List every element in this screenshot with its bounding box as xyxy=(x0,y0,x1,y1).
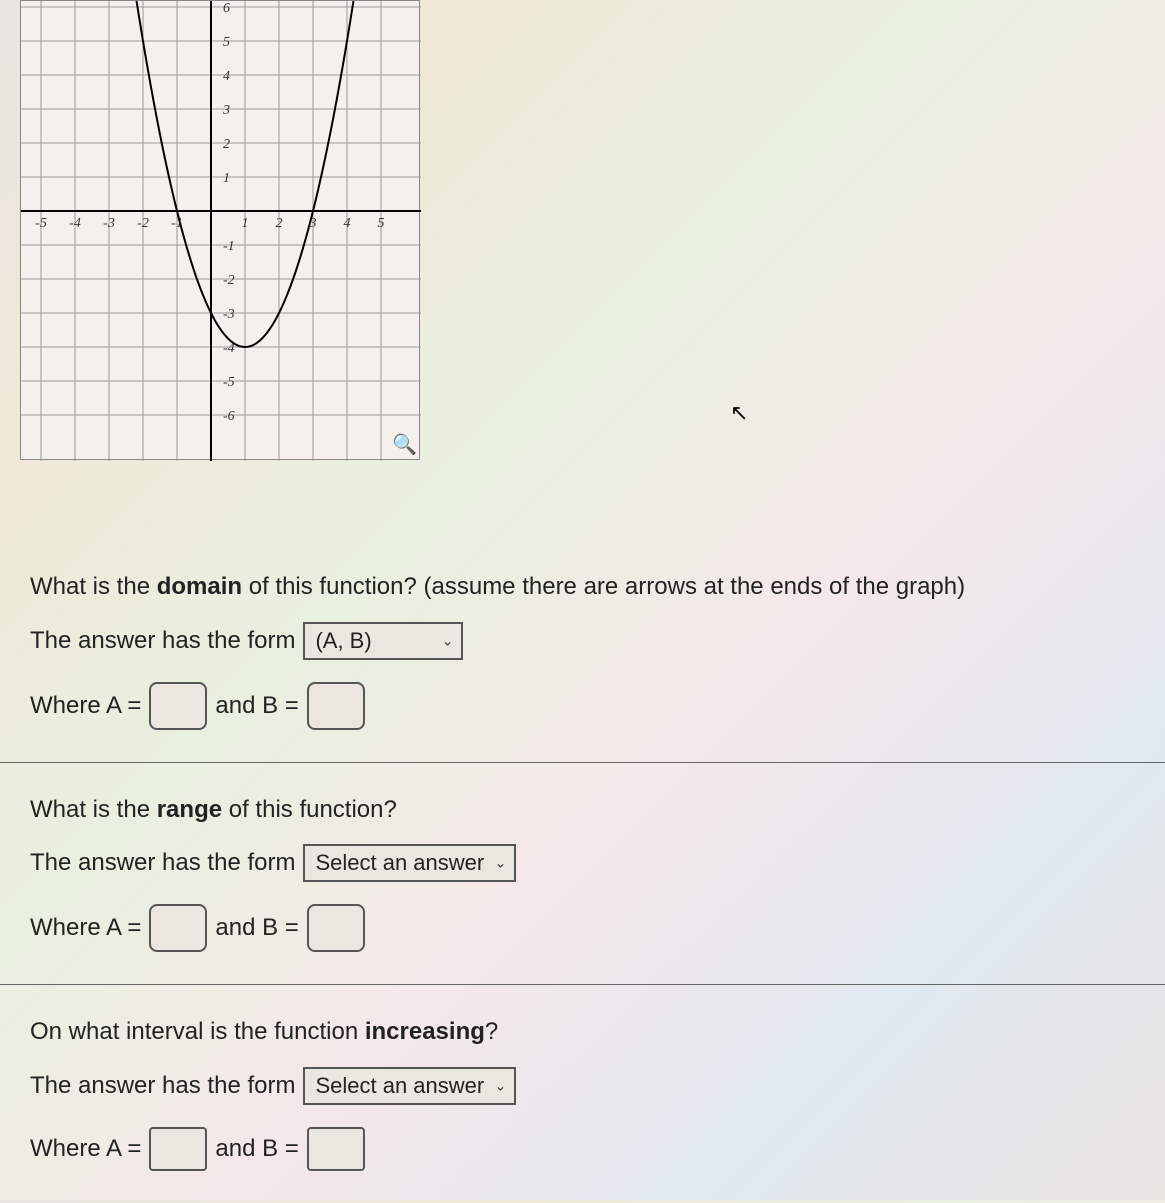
q2-form-line: The answer has the form Select an answer… xyxy=(30,844,1135,882)
q2-post: of this function? xyxy=(222,796,397,823)
q1-form-select[interactable]: (A, B) ⌄ xyxy=(303,622,463,660)
svg-text:3: 3 xyxy=(222,103,230,118)
q2-bold: range xyxy=(157,796,222,823)
q1-post: of this function? (assume there are arro… xyxy=(242,573,965,600)
q3-prompt: On what interval is the function increas… xyxy=(30,1015,1135,1049)
q3-select-value: Select an answer xyxy=(315,1073,484,1099)
q1-and-b-label: and B = xyxy=(215,692,298,720)
q2-form-label: The answer has the form xyxy=(30,849,295,877)
svg-text:4: 4 xyxy=(344,216,351,231)
q1-ab-line: Where A = and B = xyxy=(30,682,1135,730)
q3-a-input[interactable] xyxy=(149,1127,207,1171)
q2-where-a-label: Where A = xyxy=(30,914,141,942)
chevron-down-icon: ⌄ xyxy=(494,855,506,872)
q2-ab-line: Where A = and B = xyxy=(30,904,1135,952)
q3-where-a-label: Where A = xyxy=(30,1135,141,1163)
cursor-icon: ↖ xyxy=(730,400,748,426)
q3-form-line: The answer has the form Select an answer… xyxy=(30,1067,1135,1105)
q1-bold: domain xyxy=(157,573,242,600)
q2-pre: What is the xyxy=(30,796,157,823)
graph-panel: -5-4-3-2-112345-6-5-4-3-2-1123456 🔍 xyxy=(20,0,420,460)
svg-text:-4: -4 xyxy=(69,216,81,231)
q1-select-value: (A, B) xyxy=(315,628,371,654)
function-graph: -5-4-3-2-112345-6-5-4-3-2-1123456 xyxy=(21,1,421,461)
q3-bold: increasing xyxy=(365,1018,485,1045)
svg-text:1: 1 xyxy=(242,216,249,231)
svg-text:-5: -5 xyxy=(223,375,235,390)
svg-text:2: 2 xyxy=(223,137,230,152)
svg-text:5: 5 xyxy=(223,35,230,50)
q3-post: ? xyxy=(485,1018,498,1045)
q1-a-input[interactable] xyxy=(149,682,207,730)
svg-text:-6: -6 xyxy=(223,409,235,424)
question-domain: What is the domain of this function? (as… xyxy=(0,540,1165,763)
q3-and-b-label: and B = xyxy=(215,1135,298,1163)
q2-prompt: What is the range of this function? xyxy=(30,793,1135,827)
svg-text:-2: -2 xyxy=(223,273,235,288)
q3-ab-line: Where A = and B = xyxy=(30,1127,1135,1171)
q1-form-label: The answer has the form xyxy=(30,627,295,655)
svg-text:1: 1 xyxy=(223,171,230,186)
q2-a-input[interactable] xyxy=(149,904,207,952)
q3-form-label: The answer has the form xyxy=(30,1072,295,1100)
q1-where-a-label: Where A = xyxy=(30,692,141,720)
svg-text:-3: -3 xyxy=(103,216,115,231)
q1-b-input[interactable] xyxy=(307,682,365,730)
q2-select-value: Select an answer xyxy=(315,850,484,876)
svg-text:4: 4 xyxy=(223,69,230,84)
q3-pre: On what interval is the function xyxy=(30,1018,365,1045)
question-range: What is the range of this function? The … xyxy=(0,763,1165,986)
q1-prompt: What is the domain of this function? (as… xyxy=(30,570,1135,604)
q2-b-input[interactable] xyxy=(307,904,365,952)
svg-text:5: 5 xyxy=(378,216,385,231)
question-increasing: On what interval is the function increas… xyxy=(0,985,1165,1203)
svg-text:-2: -2 xyxy=(137,216,149,231)
svg-text:-5: -5 xyxy=(35,216,47,231)
svg-text:2: 2 xyxy=(276,216,283,231)
q3-b-input[interactable] xyxy=(307,1127,365,1171)
q2-and-b-label: and B = xyxy=(215,914,298,942)
q1-pre: What is the xyxy=(30,573,157,600)
q2-form-select[interactable]: Select an answer ⌄ xyxy=(303,844,516,882)
q1-form-line: The answer has the form (A, B) ⌄ xyxy=(30,622,1135,660)
chevron-down-icon: ⌄ xyxy=(494,1077,506,1094)
chevron-down-icon: ⌄ xyxy=(442,632,454,649)
svg-text:-3: -3 xyxy=(223,307,235,322)
svg-text:6: 6 xyxy=(223,1,230,16)
magnify-icon[interactable]: 🔍 xyxy=(392,432,417,457)
q3-form-select[interactable]: Select an answer ⌄ xyxy=(303,1067,516,1105)
svg-text:-1: -1 xyxy=(223,239,235,254)
